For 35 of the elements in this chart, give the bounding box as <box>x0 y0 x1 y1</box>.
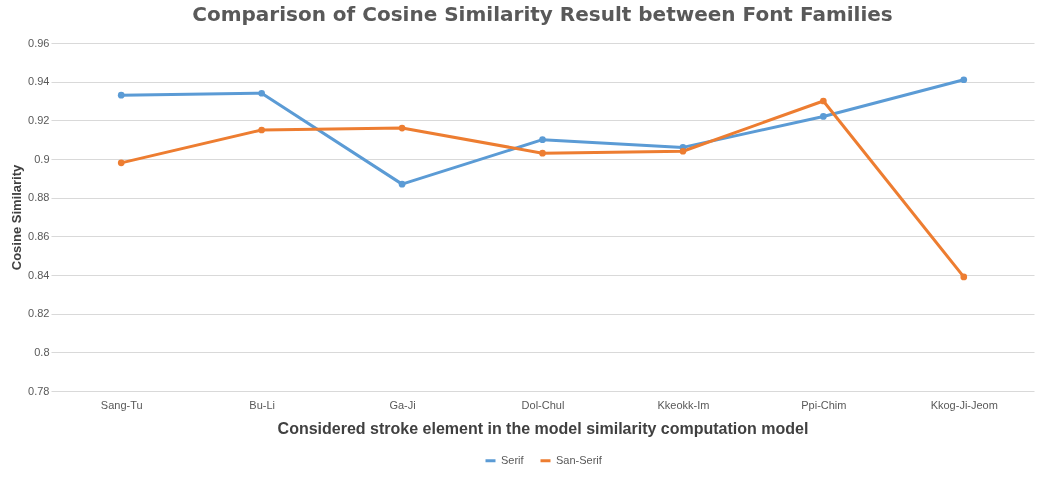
y-tick-label: 0.92 <box>28 113 50 126</box>
y-axis-title: Cosine Similarity <box>9 163 25 271</box>
chart-title: Comparison of Cosine Similarity Result between Font Families <box>192 2 893 26</box>
y-tick-label: 0.86 <box>28 229 50 242</box>
point <box>679 147 687 155</box>
point <box>258 89 265 97</box>
y-tick-label: 0.9 <box>34 152 50 165</box>
point <box>820 113 827 120</box>
x-tick-label: Ppi-Chim <box>801 398 847 411</box>
y-tick-label: 0.94 <box>28 75 50 88</box>
point <box>539 136 546 144</box>
point <box>960 273 968 281</box>
x-tick-label: Kkog-Ji-Jeom <box>930 398 998 411</box>
x-tick-label: Sang-Tu <box>100 398 143 411</box>
legend-label: Serif <box>501 453 525 466</box>
y-tick-label: 0.8 <box>34 345 50 358</box>
x-tick-label: Kkeokk-Im <box>657 398 710 411</box>
x-tick-label: Ga-Ji <box>389 398 416 411</box>
x-tick-label: Dol-Chul <box>521 398 565 411</box>
point <box>960 76 968 84</box>
point <box>117 91 125 99</box>
point <box>539 149 546 157</box>
point <box>398 124 406 132</box>
x-axis-title: Considered stroke element in the model similarity computation model <box>277 419 809 437</box>
point <box>398 180 406 188</box>
point <box>820 97 827 105</box>
y-tick-label: 0.88 <box>28 191 50 204</box>
legend-label: San-Serif <box>556 453 603 466</box>
y-tick-label: 0.78 <box>28 384 50 397</box>
point <box>258 126 265 134</box>
y-tick-label: 0.82 <box>28 307 50 320</box>
point <box>117 159 125 167</box>
y-tick-label: 0.84 <box>28 268 50 281</box>
y-tick-label: 0.96 <box>28 36 50 49</box>
x-tick-label: Bu-Li <box>249 398 275 411</box>
